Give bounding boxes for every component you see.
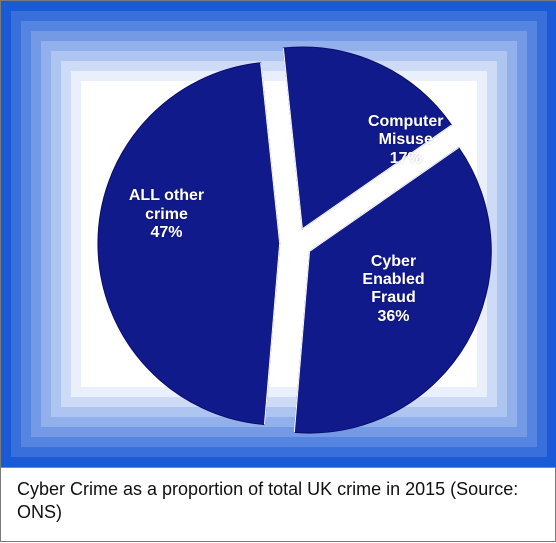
figure-caption: Cyber Crime as a proportion of total UK …	[1, 467, 555, 543]
figure-container: ComputerMisuse17%CyberEnabledFraud36%ALL…	[0, 0, 556, 542]
pie-chart-svg	[1, 1, 556, 467]
caption-text: Cyber Crime as a proportion of total UK …	[17, 478, 539, 525]
pie-chart: ComputerMisuse17%CyberEnabledFraud36%ALL…	[1, 1, 556, 467]
